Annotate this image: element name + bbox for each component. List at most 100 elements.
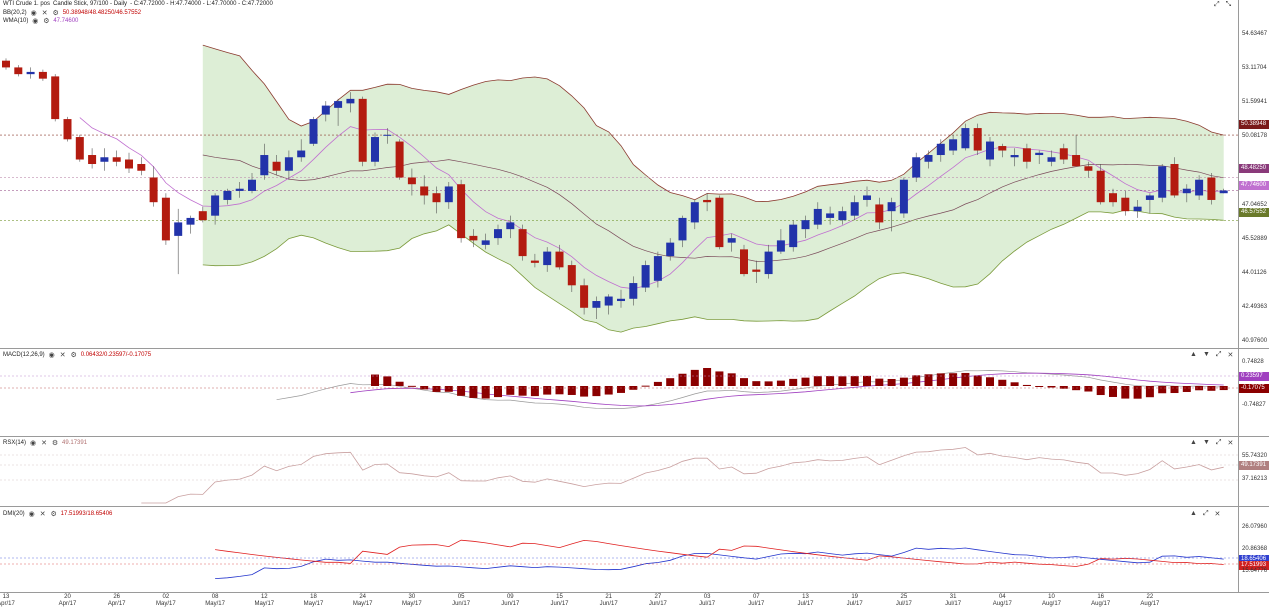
- dmi-y-tick: 20.86368: [1242, 546, 1268, 552]
- candle-body: [690, 202, 699, 223]
- x-axis-date-label: 18 May/17: [303, 594, 324, 607]
- resize-icon[interactable]: ⤢: [1214, 1, 1220, 8]
- macd-histogram-bar: [395, 381, 404, 386]
- dmi-header: DMI(20) ◉ ✕ ⚙ 17.51993/18.65406: [3, 510, 112, 518]
- eye-icon[interactable]: ◉: [48, 352, 55, 359]
- candle-body: [395, 141, 404, 178]
- macd-histogram-bar: [432, 386, 441, 392]
- macd-hist-tag: -0.17075: [1239, 384, 1269, 393]
- macd-histogram-bar: [973, 375, 982, 386]
- resize-icon[interactable]: ⤢: [1215, 439, 1222, 446]
- close-icon[interactable]: ✕: [1214, 511, 1221, 518]
- candle-body: [986, 141, 994, 160]
- macd-histogram-bar: [678, 373, 687, 386]
- maximize-icon[interactable]: ⤡: [1225, 1, 1232, 8]
- candle-body: [543, 251, 552, 266]
- chart-type-label: Candle Stick, 97/100 - Daily: [53, 1, 128, 7]
- move-down-icon[interactable]: ▼: [1202, 439, 1210, 446]
- candle-body: [678, 217, 687, 241]
- candle-body: [1035, 152, 1044, 156]
- eye-icon[interactable]: ◉: [32, 18, 39, 25]
- main-y-tick: 50.08178: [1242, 133, 1268, 140]
- bb-mid-tag: 48.48250: [1239, 164, 1269, 173]
- dmi-minus-line: [215, 539, 1224, 567]
- main-y-tick: 53.11704: [1242, 65, 1267, 72]
- wma-header: WMA(10) ◉ ⚙ 47.74600: [3, 17, 78, 25]
- candle-body: [63, 119, 72, 140]
- candle-body: [112, 157, 121, 162]
- candle-body: [38, 71, 47, 79]
- macd-label: MACD(12,26,9): [3, 352, 45, 358]
- macd-values: 0.06432/0.23597/-0.17075: [80, 352, 152, 358]
- eye-icon[interactable]: ◉: [29, 440, 37, 447]
- macd-histogram-bar: [383, 376, 392, 386]
- macd-histogram-bar: [530, 386, 539, 397]
- x-axis-date-label: 21 Jun/17: [599, 594, 618, 607]
- close-icon[interactable]: ✕: [39, 511, 46, 518]
- candle-body: [776, 240, 785, 252]
- candle-body: [1145, 195, 1154, 200]
- x-axis-date-label: 13Apr/17: [0, 594, 15, 607]
- dmi-plus-line: [215, 547, 1224, 579]
- macd-histogram-bar: [457, 386, 466, 396]
- main-header: WTI Crude 1. pos Candle Stick, 97/100 - …: [3, 1, 273, 7]
- resize-icon[interactable]: ⤢: [1202, 510, 1209, 517]
- x-axis-date-label: 13 Jul/17: [797, 594, 814, 607]
- main-y-tick: 42.49363: [1242, 303, 1268, 310]
- candle-body: [186, 217, 195, 225]
- move-up-icon[interactable]: ▲: [1190, 510, 1197, 517]
- eye-icon[interactable]: ◉: [28, 511, 35, 518]
- macd-histogram-bar: [899, 377, 908, 386]
- candle-body: [1072, 155, 1081, 167]
- main-y-tick: 40.97600: [1242, 338, 1268, 344]
- rsi-tag: 49.17391: [1239, 461, 1269, 470]
- candle-body: [740, 249, 748, 275]
- candle-body: [703, 199, 712, 203]
- macd-histogram-bar: [875, 378, 884, 386]
- macd-histogram-bar: [518, 386, 527, 396]
- rsi-pane-divider[interactable]: [0, 506, 1269, 507]
- candle-body: [604, 296, 613, 306]
- macd-histogram-bar: [1170, 386, 1179, 394]
- macd-histogram-bar: [1219, 386, 1228, 391]
- candle-body: [617, 298, 625, 302]
- eye-icon[interactable]: ◉: [30, 10, 37, 17]
- macd-histogram-bar: [703, 367, 712, 386]
- macd-histogram-bar: [1145, 386, 1154, 398]
- candle-body: [506, 222, 515, 230]
- close-icon[interactable]: ✕: [41, 440, 47, 447]
- macd-histogram-bar: [1010, 382, 1019, 386]
- macd-histogram-bar: [543, 386, 552, 395]
- candle-body: [1158, 166, 1167, 198]
- candle-body: [1059, 148, 1068, 160]
- move-up-icon[interactable]: ▲: [1190, 351, 1197, 358]
- move-up-icon[interactable]: ▲: [1190, 439, 1197, 446]
- gear-icon[interactable]: ⚙: [43, 18, 50, 25]
- close-icon[interactable]: ✕: [59, 352, 66, 359]
- main-y-tick: 45.52889: [1242, 235, 1268, 242]
- x-axis-date-label: 05 Jun/17: [452, 594, 471, 607]
- macd-histogram-bar: [690, 369, 699, 386]
- candle-body: [297, 150, 306, 158]
- close-icon[interactable]: ✕: [41, 10, 48, 17]
- candle-body: [407, 177, 416, 185]
- main-y-tick: 54.63467: [1242, 31, 1268, 38]
- gear-icon[interactable]: ⚙: [52, 10, 59, 17]
- macd-histogram-bar: [1059, 386, 1068, 389]
- macd-histogram-bar: [580, 386, 589, 397]
- close-icon[interactable]: ✕: [1227, 352, 1234, 359]
- macd-histogram-bar: [887, 378, 896, 386]
- macd-pane-divider[interactable]: [0, 436, 1269, 437]
- gear-icon[interactable]: ⚙: [70, 352, 77, 359]
- macd-histogram-bar: [961, 372, 970, 386]
- gear-icon[interactable]: ⚙: [50, 511, 57, 518]
- gear-icon[interactable]: ⚙: [51, 440, 59, 447]
- rsi-y-axis: [1238, 437, 1269, 506]
- close-icon[interactable]: ✕: [1227, 440, 1234, 447]
- resize-icon[interactable]: ⤢: [1215, 351, 1222, 358]
- macd-signal-tag: 0.23597: [1239, 372, 1269, 381]
- move-down-icon[interactable]: ▼: [1202, 351, 1210, 358]
- candle-body: [1195, 179, 1204, 196]
- main-pane-divider[interactable]: [0, 348, 1269, 349]
